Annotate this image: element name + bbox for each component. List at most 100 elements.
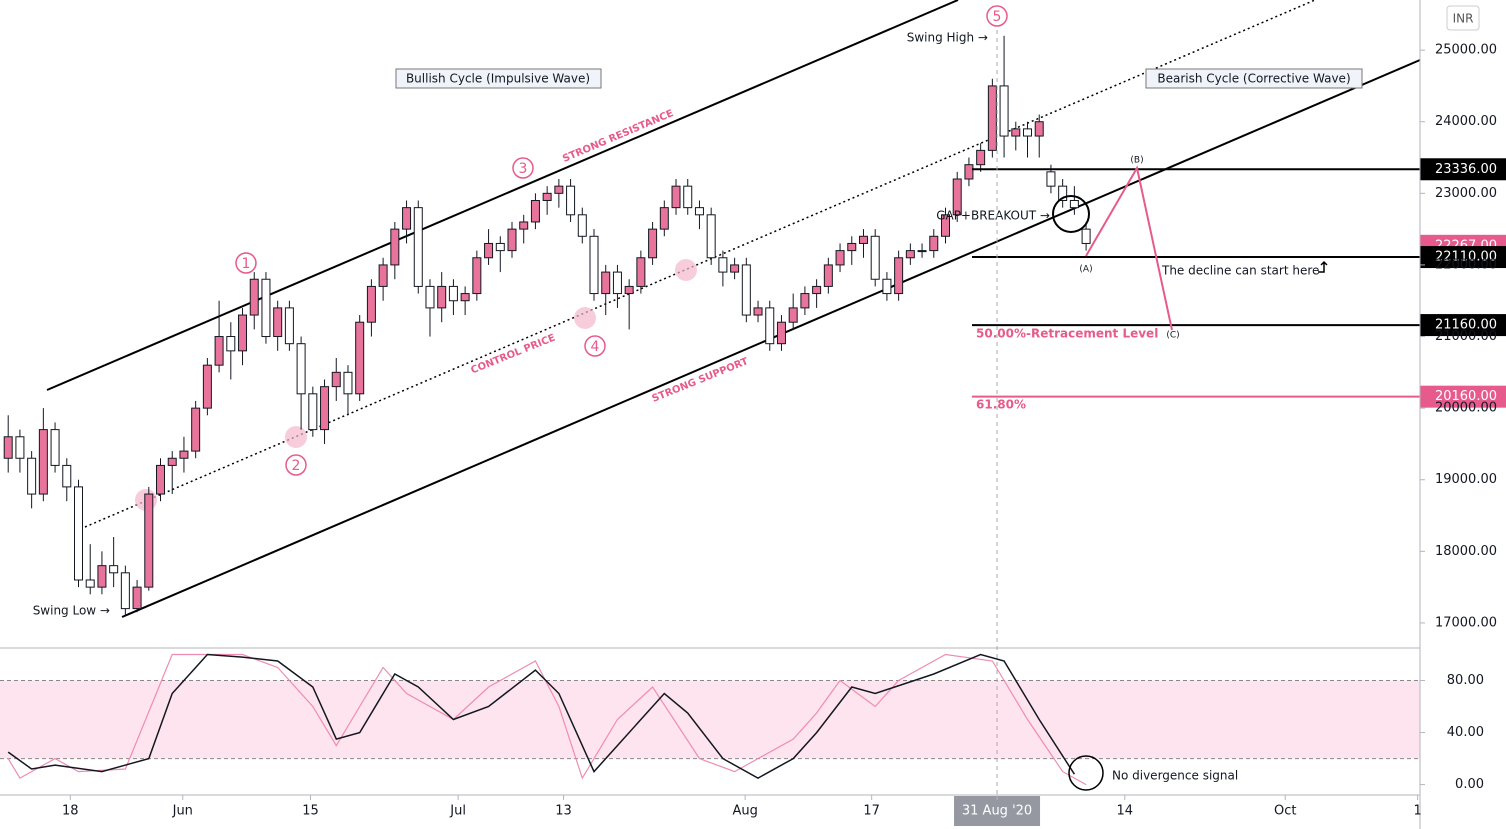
level-label: 22110.00 [1435, 250, 1497, 265]
candle-body [776, 321, 786, 345]
candle-body [788, 307, 798, 323]
divergence-circle [1068, 755, 1104, 791]
annotation: Swing High → [907, 31, 988, 45]
candle-body [1046, 171, 1056, 187]
candle-body [964, 164, 974, 180]
level-box [1420, 385, 1506, 408]
wave-circle [584, 335, 606, 357]
level-label: 21160.00 [1435, 318, 1497, 333]
candle-body [97, 565, 107, 588]
x-tick-label: Jun [172, 804, 193, 819]
wave-circle [986, 5, 1008, 27]
candle-body [624, 285, 634, 295]
candle-body [355, 321, 365, 395]
candle-body [671, 185, 681, 209]
candle-body [1069, 199, 1079, 209]
candle-body [448, 285, 458, 302]
candle-body [542, 192, 552, 201]
y-tick-label: 23000.00 [1435, 186, 1497, 201]
currency: INR [1453, 12, 1474, 26]
candle-body [694, 207, 704, 216]
candle-body [882, 278, 892, 295]
annotation: GAP+BREAKOUT → [936, 209, 1050, 223]
candle-body [402, 207, 412, 230]
touch [574, 307, 596, 329]
candle-body [460, 293, 470, 302]
wave-number: 5 [993, 9, 1002, 25]
wave-number: 1 [242, 256, 251, 272]
touch [285, 426, 307, 448]
candles [3, 35, 1091, 616]
candle-body [566, 185, 576, 216]
candle-body [3, 436, 13, 459]
candle-body [929, 235, 939, 252]
candle-body [683, 185, 693, 209]
candle-body [179, 450, 189, 459]
candle-body [378, 264, 388, 287]
label-box [1145, 68, 1363, 89]
oscillator-layer [0, 653, 1420, 786]
candle-body [249, 278, 259, 316]
candle-body [612, 271, 622, 295]
x-tick-label: 31 Aug '20 [962, 804, 1032, 819]
candle-body [601, 271, 611, 295]
wave-circle [512, 157, 534, 179]
candle-body [741, 264, 751, 316]
candle-body [706, 214, 716, 259]
candle-body [73, 486, 83, 581]
candle-body [800, 293, 810, 309]
oscillator-line [7, 653, 1076, 779]
candle-body [812, 285, 822, 295]
candle-body [730, 264, 740, 273]
y-tick-label: 17000.00 [1435, 615, 1497, 630]
wave-label: (A) [1079, 265, 1092, 275]
candle-body [905, 250, 915, 259]
x-tick-label: 14 [1116, 804, 1133, 819]
candle-body [765, 307, 775, 345]
wave-label: (B) [1130, 156, 1143, 166]
y-tick-label: 25000.00 [1435, 43, 1497, 58]
wave-numbers: 1 2 3 4 5 [242, 9, 1002, 474]
wave-number: 3 [519, 161, 528, 177]
candle-body [284, 307, 294, 345]
x-tick-label: 13 [555, 804, 572, 819]
annotation: No divergence signal [1112, 769, 1238, 783]
label-box [395, 68, 602, 89]
candle-body [437, 285, 447, 309]
y-tick-label: 24000.00 [1435, 114, 1497, 129]
annotation: 50.00%-Retracement Level [976, 327, 1158, 341]
oscillator-band [0, 680, 1420, 759]
osc-tick-label: 0.00 [1455, 777, 1484, 792]
candle-body [472, 257, 482, 295]
candle-body [27, 457, 37, 495]
candle-body [894, 257, 904, 295]
level-box [1420, 314, 1506, 337]
candle-body [987, 85, 997, 151]
candle-body [144, 493, 154, 588]
candle-body [636, 257, 646, 287]
candle-body [1011, 128, 1021, 137]
control-line [84, 0, 1316, 528]
arrow [1318, 260, 1328, 273]
candle-body [214, 336, 224, 366]
candle-body [1081, 228, 1091, 244]
candle-body [847, 242, 857, 252]
candle-body [156, 464, 166, 495]
x-tick-label: 1 [1414, 804, 1422, 819]
wave-number: 2 [292, 458, 301, 474]
annotation: The decline can start here [1161, 264, 1319, 278]
candle-body [718, 257, 728, 273]
y-tick-label: 22000.00 [1435, 257, 1497, 272]
candle-body [484, 242, 494, 259]
candle-body [952, 178, 962, 216]
wave-label: (C) [1166, 331, 1179, 341]
level-label: 20160.00 [1435, 389, 1497, 404]
candle-body [38, 429, 48, 495]
oscillator-line [7, 653, 1087, 786]
touch [675, 259, 697, 281]
osc-tick-label: 40.00 [1447, 725, 1484, 740]
abc-wave [1085, 165, 1173, 331]
candle-body [191, 407, 201, 452]
candle-body [495, 242, 505, 252]
wave-circles [235, 5, 1008, 476]
